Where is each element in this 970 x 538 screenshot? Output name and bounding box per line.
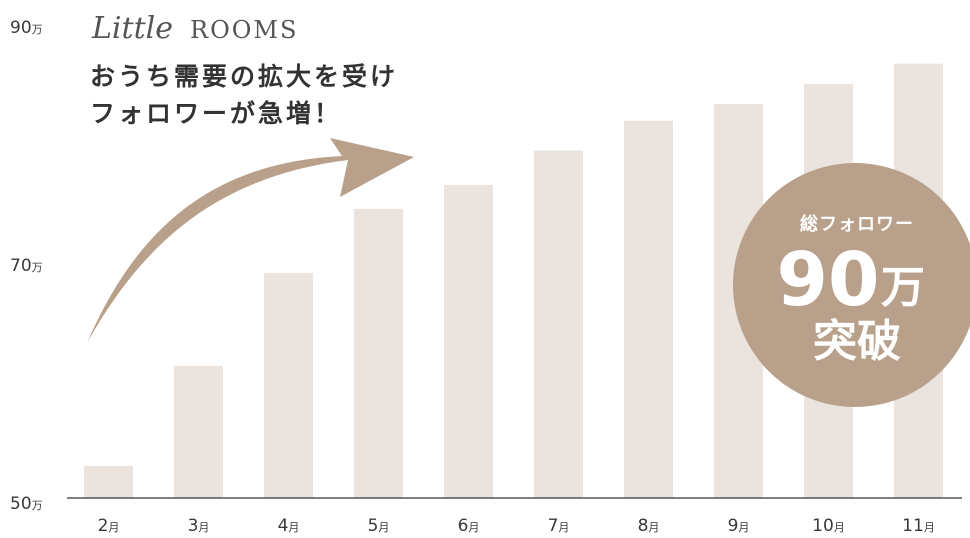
bar-5月 — [354, 208, 403, 498]
bar-2月 — [84, 465, 133, 498]
y-tick-label: 70万 — [10, 256, 43, 276]
y-tick-label: 50万 — [10, 494, 43, 514]
logo-script-text: Little — [91, 11, 173, 46]
x-tick-label: 10月 — [812, 516, 845, 536]
x-tick-label: 7月 — [548, 516, 570, 536]
bar-6月 — [444, 185, 493, 498]
x-tick-label: 3月 — [188, 516, 210, 536]
x-tick-label: 6月 — [458, 516, 480, 536]
bar-8月 — [624, 120, 673, 499]
headline-line-1: おうち需要の拡大を受け — [90, 62, 398, 91]
badge-line-3: 突破 — [813, 316, 901, 367]
y-axis-ticks: 50万 70万 90万 — [10, 18, 43, 514]
x-tick-label: 4月 — [278, 516, 300, 536]
x-tick-label: 11月 — [902, 516, 935, 536]
brand-logo: Little ROOMS — [91, 11, 298, 46]
bar-4月 — [264, 273, 313, 498]
bar-7月 — [534, 150, 583, 498]
x-tick-label: 5月 — [368, 516, 390, 536]
badge-line-1: 総フォロワー — [800, 213, 914, 235]
badge-circle — [733, 163, 970, 407]
x-tick-label: 8月 — [638, 516, 660, 536]
bar-3月 — [174, 365, 223, 498]
x-tick-label: 9月 — [728, 516, 750, 536]
x-tick-label: 2月 — [98, 516, 120, 536]
follower-badge: 総フォロワー 90 万 突破 — [733, 163, 970, 407]
logo-caps-text: ROOMS — [190, 16, 298, 44]
badge-unit: 万 — [881, 262, 925, 313]
headline-line-2: フォロワーが急増！ — [90, 99, 342, 128]
growth-arrow-icon — [87, 138, 414, 343]
y-tick-label: 90万 — [10, 18, 43, 38]
badge-number: 90 — [777, 237, 880, 323]
x-axis-ticks: 2月 3月 4月 5月 6月 7月 8月 9月 10月 11月 — [98, 516, 935, 536]
